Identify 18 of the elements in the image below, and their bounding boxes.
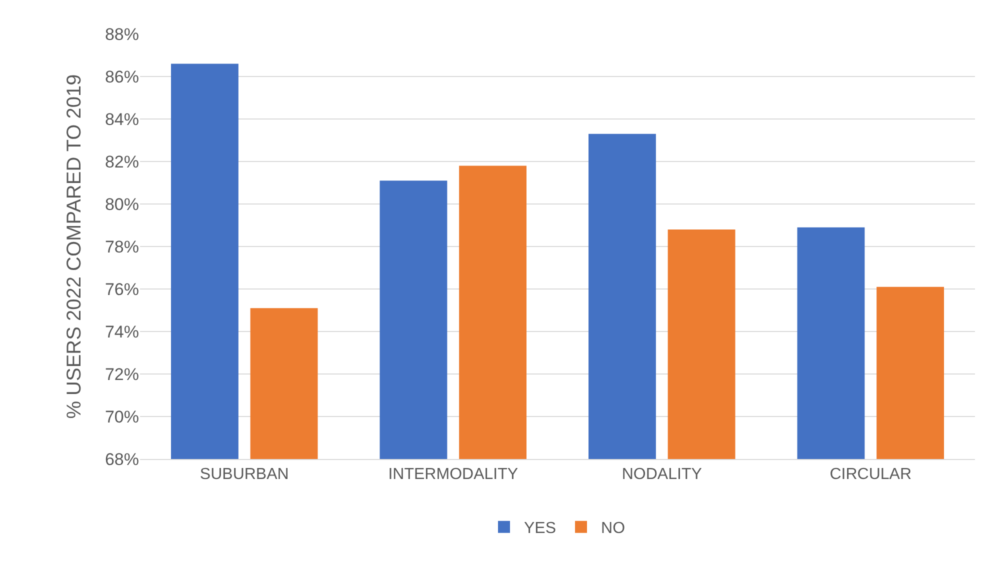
y-axis-title: % USERS 2022 COMPARED TO 2019	[63, 74, 86, 419]
y-tick-label: 82%	[104, 152, 139, 172]
y-tick-label: 80%	[104, 194, 139, 214]
x-tick-label: CIRCULAR	[830, 466, 912, 484]
y-tick-label: 78%	[104, 237, 139, 256]
legend-label: YES	[524, 520, 556, 538]
y-tick-label: 68%	[104, 450, 139, 469]
y-tick-label: 86%	[104, 67, 139, 86]
x-tick-label: INTERMODALITY	[388, 466, 518, 484]
y-tick-label: 74%	[104, 322, 139, 342]
y-tick-label: 72%	[104, 364, 139, 384]
legend-label: NO	[601, 520, 626, 538]
y-tick-label: 84%	[104, 110, 139, 129]
y-tick-label: 76%	[104, 280, 139, 299]
x-tick-label: NODALITY	[622, 466, 702, 484]
x-tick-label: SUBURBAN	[200, 466, 289, 484]
y-tick-label: 70%	[104, 407, 139, 426]
y-tick-label: 88%	[104, 24, 139, 44]
